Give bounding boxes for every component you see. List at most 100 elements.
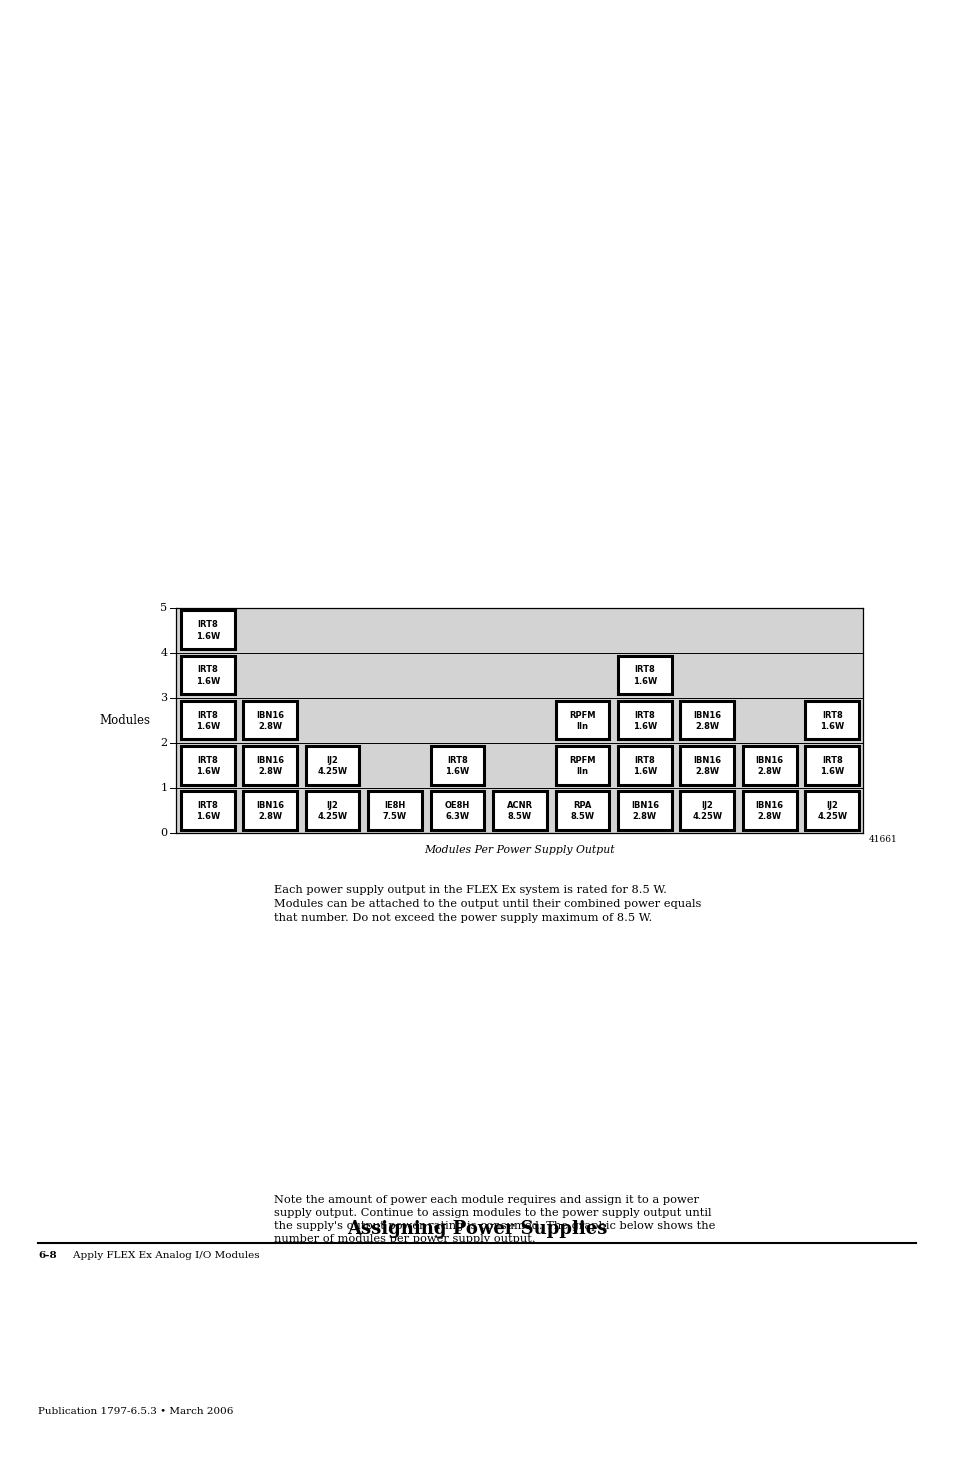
Text: IJ2: IJ2 <box>326 801 338 810</box>
Text: 2.8W: 2.8W <box>695 767 719 776</box>
FancyBboxPatch shape <box>181 701 234 739</box>
Text: 2.8W: 2.8W <box>695 721 719 730</box>
FancyBboxPatch shape <box>679 701 734 739</box>
Text: RPFM: RPFM <box>569 755 595 764</box>
FancyBboxPatch shape <box>618 791 671 830</box>
FancyBboxPatch shape <box>804 746 858 785</box>
Text: 1.6W: 1.6W <box>445 767 469 776</box>
Text: IJ2: IJ2 <box>700 801 713 810</box>
FancyBboxPatch shape <box>679 791 734 830</box>
Text: 8.5W: 8.5W <box>570 813 594 822</box>
FancyBboxPatch shape <box>181 791 234 830</box>
FancyBboxPatch shape <box>804 701 858 739</box>
Text: Assigning Power Supplies: Assigning Power Supplies <box>347 1220 606 1238</box>
Text: IJ2: IJ2 <box>825 801 837 810</box>
Text: 2.8W: 2.8W <box>757 813 781 822</box>
FancyBboxPatch shape <box>181 655 234 695</box>
Text: 1.6W: 1.6W <box>632 677 657 686</box>
FancyBboxPatch shape <box>618 746 671 785</box>
Text: IRT8: IRT8 <box>197 755 218 764</box>
FancyBboxPatch shape <box>430 791 484 830</box>
Text: IBN16: IBN16 <box>755 755 783 764</box>
FancyBboxPatch shape <box>305 746 359 785</box>
Text: IBN16: IBN16 <box>693 755 720 764</box>
Text: 1.6W: 1.6W <box>632 721 657 730</box>
Text: 5: 5 <box>160 603 168 612</box>
Text: OE8H: OE8H <box>444 801 470 810</box>
Text: 6.3W: 6.3W <box>445 813 469 822</box>
Text: 1.6W: 1.6W <box>195 677 219 686</box>
Text: 6-8: 6-8 <box>38 1251 57 1260</box>
Text: 1.6W: 1.6W <box>820 721 843 730</box>
Text: 8.5W: 8.5W <box>507 813 532 822</box>
Text: IBN16: IBN16 <box>630 801 659 810</box>
Text: IRT8: IRT8 <box>197 711 218 720</box>
Text: IRT8: IRT8 <box>197 665 218 674</box>
Text: IRT8: IRT8 <box>447 755 467 764</box>
Text: 1.6W: 1.6W <box>820 767 843 776</box>
Text: IIn: IIn <box>576 721 588 730</box>
Text: IRT8: IRT8 <box>634 711 655 720</box>
FancyBboxPatch shape <box>243 791 296 830</box>
Text: IIn: IIn <box>576 767 588 776</box>
Text: Modules Per Power Supply Output: Modules Per Power Supply Output <box>424 845 615 856</box>
Text: IJ2: IJ2 <box>326 755 338 764</box>
Text: 3: 3 <box>160 693 168 704</box>
Text: IRT8: IRT8 <box>197 801 218 810</box>
Text: IBN16: IBN16 <box>255 801 284 810</box>
FancyBboxPatch shape <box>742 791 796 830</box>
Text: 7.5W: 7.5W <box>382 813 407 822</box>
Text: IBN16: IBN16 <box>693 711 720 720</box>
Bar <box>176 608 862 833</box>
Text: IBN16: IBN16 <box>255 711 284 720</box>
FancyBboxPatch shape <box>430 746 484 785</box>
FancyBboxPatch shape <box>181 746 234 785</box>
Text: IBN16: IBN16 <box>755 801 783 810</box>
Text: 2.8W: 2.8W <box>258 813 282 822</box>
Text: 1.6W: 1.6W <box>195 721 219 730</box>
Text: IRT8: IRT8 <box>634 755 655 764</box>
Text: 2: 2 <box>160 738 168 748</box>
Text: Each power supply output in the FLEX Ex system is rated for 8.5 W.
Modules can b: Each power supply output in the FLEX Ex … <box>274 885 700 923</box>
FancyBboxPatch shape <box>493 791 546 830</box>
Text: IBN16: IBN16 <box>255 755 284 764</box>
FancyBboxPatch shape <box>368 791 421 830</box>
Text: 1.6W: 1.6W <box>195 767 219 776</box>
Text: 2.8W: 2.8W <box>258 721 282 730</box>
Text: RPFM: RPFM <box>569 711 595 720</box>
Text: Note the amount of power each module requires and assign it to a power
supply ou: Note the amount of power each module req… <box>274 1195 715 1245</box>
FancyBboxPatch shape <box>243 746 296 785</box>
Text: IRT8: IRT8 <box>197 621 218 630</box>
Text: 4.25W: 4.25W <box>317 767 347 776</box>
FancyBboxPatch shape <box>555 701 609 739</box>
Text: 1: 1 <box>160 783 168 794</box>
Text: 2.8W: 2.8W <box>258 767 282 776</box>
Text: 1.6W: 1.6W <box>195 813 219 822</box>
Text: Modules: Modules <box>99 714 150 727</box>
Text: 0: 0 <box>160 829 168 838</box>
Text: 1.6W: 1.6W <box>195 631 219 640</box>
FancyBboxPatch shape <box>804 791 858 830</box>
FancyBboxPatch shape <box>243 701 296 739</box>
Text: 4.25W: 4.25W <box>317 813 347 822</box>
FancyBboxPatch shape <box>181 611 234 649</box>
Text: Apply FLEX Ex Analog I/O Modules: Apply FLEX Ex Analog I/O Modules <box>60 1251 259 1260</box>
Text: 4.25W: 4.25W <box>816 813 846 822</box>
Text: 2.8W: 2.8W <box>632 813 657 822</box>
Text: 41661: 41661 <box>867 835 896 844</box>
Text: IE8H: IE8H <box>384 801 405 810</box>
Text: Publication 1797-6.5.3 • March 2006: Publication 1797-6.5.3 • March 2006 <box>38 1407 233 1416</box>
Text: 1.6W: 1.6W <box>632 767 657 776</box>
Text: RPA: RPA <box>573 801 591 810</box>
Text: IRT8: IRT8 <box>821 711 841 720</box>
FancyBboxPatch shape <box>555 791 609 830</box>
FancyBboxPatch shape <box>305 791 359 830</box>
FancyBboxPatch shape <box>618 701 671 739</box>
FancyBboxPatch shape <box>742 746 796 785</box>
FancyBboxPatch shape <box>555 746 609 785</box>
FancyBboxPatch shape <box>679 746 734 785</box>
FancyBboxPatch shape <box>618 655 671 695</box>
Text: 4: 4 <box>160 648 168 658</box>
Text: 2.8W: 2.8W <box>757 767 781 776</box>
Text: IRT8: IRT8 <box>821 755 841 764</box>
